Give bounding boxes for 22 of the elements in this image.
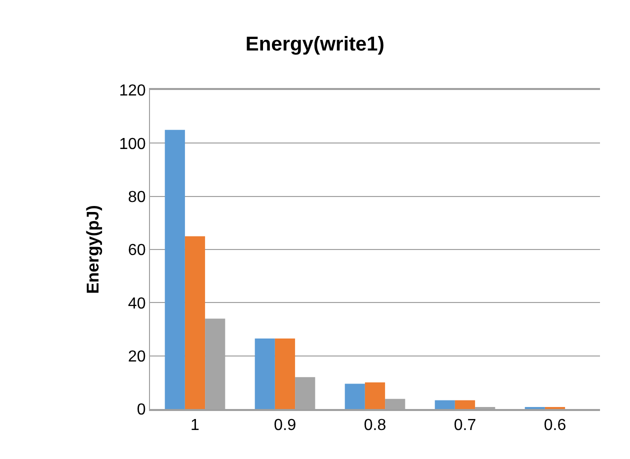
bar (344, 384, 365, 409)
bar (164, 130, 185, 409)
bar (434, 400, 455, 409)
bar (274, 338, 296, 409)
y-tick-label: 60 (128, 242, 146, 260)
x-tick-label: 1 (190, 416, 200, 434)
y-tick-label: 0 (136, 402, 146, 419)
x-tick-label: 0.7 (454, 416, 476, 434)
y-tick-label: 20 (128, 348, 146, 366)
bar (184, 236, 206, 409)
bar (454, 400, 476, 409)
y-tick-label: 100 (119, 136, 146, 153)
y-tick-label: 80 (128, 188, 146, 206)
bar (254, 338, 275, 409)
chart-title: Energy(write1) (246, 34, 384, 56)
y-axis-title: Energy(pJ) (84, 205, 103, 294)
x-tick-label: 0.8 (364, 416, 386, 434)
y-tick-label: 120 (119, 82, 146, 100)
x-tick-label: 0.6 (544, 416, 566, 434)
x-tick-label: 0.9 (274, 416, 296, 434)
bar (364, 382, 386, 409)
y-tick-label: 40 (128, 295, 146, 312)
